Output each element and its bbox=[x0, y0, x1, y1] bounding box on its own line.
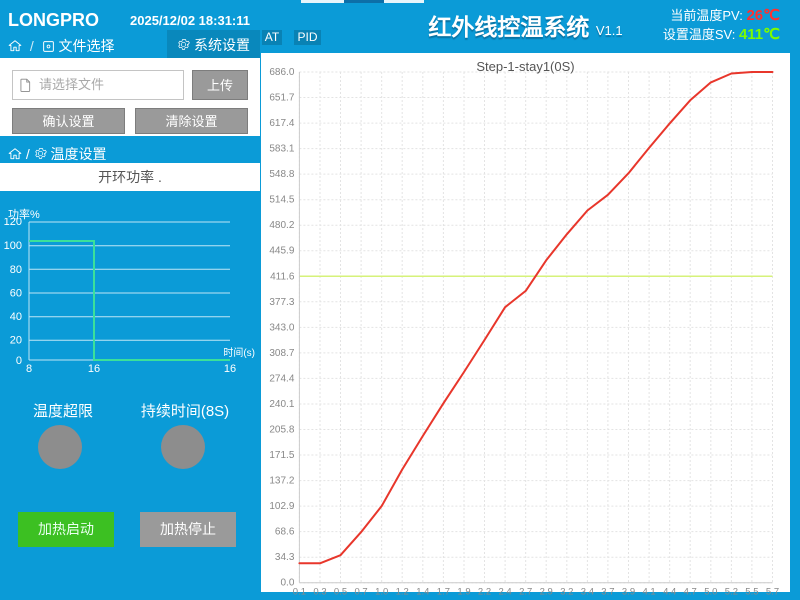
svg-text:60: 60 bbox=[10, 288, 22, 300]
svg-text:80: 80 bbox=[10, 264, 22, 276]
svg-text:40: 40 bbox=[10, 311, 22, 323]
svg-text:2.7: 2.7 bbox=[519, 587, 532, 598]
svg-text:445.9: 445.9 bbox=[269, 246, 294, 257]
svg-text:1.2: 1.2 bbox=[396, 587, 409, 598]
svg-text:0.1: 0.1 bbox=[293, 587, 306, 598]
svg-text:3.4: 3.4 bbox=[581, 587, 594, 598]
svg-text:2.2: 2.2 bbox=[478, 587, 491, 598]
svg-text:16: 16 bbox=[88, 363, 100, 375]
svg-text:34.3: 34.3 bbox=[275, 552, 295, 563]
svg-text:377.3: 377.3 bbox=[269, 297, 294, 308]
svg-text:68.6: 68.6 bbox=[275, 527, 295, 538]
svg-text:100: 100 bbox=[4, 240, 22, 252]
svg-text:5.7: 5.7 bbox=[766, 587, 779, 598]
svg-text:102.9: 102.9 bbox=[269, 501, 294, 512]
svg-text:3.7: 3.7 bbox=[601, 587, 614, 598]
svg-text:0.3: 0.3 bbox=[313, 587, 326, 598]
svg-text:651.7: 651.7 bbox=[269, 93, 294, 104]
svg-text:583.1: 583.1 bbox=[269, 144, 294, 155]
svg-text:3.2: 3.2 bbox=[560, 587, 573, 598]
svg-text:1.9: 1.9 bbox=[457, 587, 470, 598]
svg-text:4.4: 4.4 bbox=[663, 587, 676, 598]
svg-text:0: 0 bbox=[16, 355, 22, 367]
svg-text:308.7: 308.7 bbox=[269, 348, 294, 359]
svg-text:8: 8 bbox=[26, 363, 32, 375]
svg-text:时间(s): 时间(s) bbox=[223, 346, 255, 359]
svg-text:0.5: 0.5 bbox=[334, 587, 347, 598]
svg-text:2.9: 2.9 bbox=[540, 587, 553, 598]
svg-text:480.2: 480.2 bbox=[269, 220, 294, 231]
svg-text:411.6: 411.6 bbox=[270, 271, 295, 282]
svg-text:5.0: 5.0 bbox=[704, 587, 717, 598]
svg-text:274.4: 274.4 bbox=[269, 373, 294, 384]
svg-text:1.7: 1.7 bbox=[437, 587, 450, 598]
svg-text:548.8: 548.8 bbox=[269, 169, 294, 180]
svg-text:205.8: 205.8 bbox=[269, 425, 294, 436]
svg-text:0.7: 0.7 bbox=[354, 587, 367, 598]
svg-text:343.0: 343.0 bbox=[269, 322, 294, 333]
svg-text:2.4: 2.4 bbox=[498, 587, 511, 598]
svg-text:3.9: 3.9 bbox=[622, 587, 635, 598]
svg-text:5.2: 5.2 bbox=[725, 587, 738, 598]
svg-text:137.2: 137.2 bbox=[269, 476, 294, 487]
svg-text:4.1: 4.1 bbox=[642, 587, 655, 598]
svg-text:16: 16 bbox=[224, 363, 236, 375]
svg-text:617.4: 617.4 bbox=[269, 118, 294, 129]
svg-text:0.0: 0.0 bbox=[280, 578, 294, 589]
svg-text:171.5: 171.5 bbox=[269, 450, 294, 461]
svg-text:1.0: 1.0 bbox=[375, 587, 388, 598]
svg-text:5.5: 5.5 bbox=[745, 587, 758, 598]
svg-text:20: 20 bbox=[10, 335, 22, 347]
svg-text:240.1: 240.1 bbox=[269, 399, 294, 410]
svg-text:1.4: 1.4 bbox=[416, 587, 429, 598]
svg-text:120: 120 bbox=[4, 218, 22, 228]
svg-text:4.7: 4.7 bbox=[684, 587, 697, 598]
svg-text:514.5: 514.5 bbox=[269, 195, 294, 206]
